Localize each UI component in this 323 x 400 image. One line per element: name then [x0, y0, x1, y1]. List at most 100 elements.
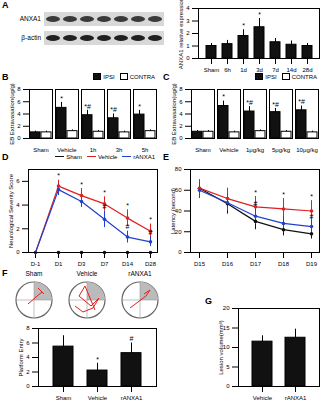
svg-text:*#: *#: [110, 106, 117, 113]
svg-text:D3: D3: [78, 261, 86, 267]
svg-text:*: *: [80, 181, 83, 188]
svg-text:D15: D15: [194, 261, 206, 267]
svg-text:0: 0: [186, 55, 190, 61]
svg-text:Sham: Sham: [26, 270, 43, 277]
svg-text:2: 2: [17, 123, 21, 129]
svg-text:8: 8: [179, 86, 183, 92]
svg-text:2: 2: [16, 226, 20, 232]
svg-text:D-1: D-1: [31, 261, 41, 267]
svg-text:*: *: [222, 93, 225, 100]
svg-text:EB Extravasation(ug/g): EB Extravasation(ug/g): [9, 83, 15, 145]
svg-text:3: 3: [186, 18, 190, 24]
svg-text:5h: 5h: [142, 147, 149, 153]
svg-text:8: 8: [26, 325, 30, 331]
svg-text:1d: 1d: [240, 67, 247, 73]
svg-text:80: 80: [175, 166, 182, 172]
svg-text:#: #: [149, 229, 153, 236]
svg-text:rANXA1: rANXA1: [121, 395, 143, 400]
svg-text:4: 4: [16, 202, 20, 208]
svg-text:#: #: [103, 203, 107, 210]
svg-text:20: 20: [175, 229, 182, 235]
svg-text:*: *: [126, 202, 129, 209]
svg-text:*#: *#: [246, 99, 253, 106]
svg-text:3h: 3h: [116, 147, 123, 153]
svg-text:*: *: [60, 95, 63, 102]
svg-text:5: 5: [226, 364, 230, 370]
svg-text:4: 4: [17, 111, 21, 117]
svg-text:D18: D18: [278, 261, 290, 267]
svg-text:0: 0: [17, 135, 21, 141]
svg-text:*: *: [254, 189, 257, 196]
svg-text:β-actin: β-actin: [21, 34, 41, 42]
svg-text:Latency (second): Latency (second): [170, 188, 176, 234]
svg-text:14d: 14d: [286, 67, 296, 73]
svg-text:*: *: [310, 193, 313, 200]
svg-text:*: *: [282, 191, 285, 198]
svg-text:Vehicle: Vehicle: [88, 395, 108, 400]
svg-text:EB Extravasation(ug/g): EB Extravasation(ug/g): [171, 83, 177, 145]
svg-text:D7: D7: [101, 261, 109, 267]
svg-text:6: 6: [179, 99, 183, 105]
svg-text:*#: *#: [298, 98, 305, 105]
svg-text:Vehicle: Vehicle: [219, 147, 239, 153]
svg-text:1: 1: [186, 43, 190, 49]
svg-text:6: 6: [16, 178, 20, 184]
svg-text:4: 4: [186, 5, 190, 11]
svg-text:28d: 28d: [302, 67, 312, 73]
svg-text:5μg/kg: 5μg/kg: [272, 147, 290, 153]
svg-text:*: *: [149, 216, 152, 223]
svg-text:*#: *#: [272, 101, 279, 108]
svg-text:*: *: [242, 22, 245, 29]
svg-text:Sham: Sham: [33, 147, 49, 153]
svg-text:Vehicle: Vehicle: [77, 270, 98, 277]
svg-text:0: 0: [178, 249, 182, 255]
svg-text:0: 0: [26, 383, 30, 389]
svg-text:*: *: [57, 172, 60, 179]
svg-text:60: 60: [175, 187, 182, 193]
svg-text:2: 2: [26, 369, 30, 375]
svg-text:Vehicle: Vehicle: [57, 147, 77, 153]
svg-text:Vehicle: Vehicle: [253, 395, 273, 400]
svg-text:Sham: Sham: [56, 395, 72, 400]
svg-text:D16: D16: [222, 261, 234, 267]
svg-text:10μg/kg: 10μg/kg: [296, 147, 317, 153]
svg-text:40: 40: [175, 208, 182, 214]
svg-text:ANXA1: ANXA1: [20, 15, 42, 22]
svg-text:15: 15: [223, 325, 230, 331]
svg-text:Sham: Sham: [195, 147, 211, 153]
svg-text:D28: D28: [145, 261, 157, 267]
svg-text:Platform Entry: Platform Entry: [18, 338, 24, 376]
svg-text:rANXA1: rANXA1: [285, 395, 307, 400]
svg-text:2: 2: [179, 123, 183, 129]
svg-text:8: 8: [17, 86, 21, 92]
svg-text:4: 4: [26, 354, 30, 360]
svg-text:0: 0: [16, 249, 20, 255]
svg-text:Lesion volume(mm³): Lesion volume(mm³): [218, 320, 224, 375]
svg-text:1μg/kg: 1μg/kg: [246, 147, 264, 153]
svg-text:0: 0: [179, 135, 183, 141]
svg-text:6: 6: [26, 340, 30, 346]
svg-text:7d: 7d: [272, 67, 279, 73]
svg-text:3d: 3d: [256, 67, 263, 73]
svg-text:ANXA1 relative expression: ANXA1 relative expression: [178, 0, 184, 69]
svg-text:4: 4: [179, 111, 183, 117]
svg-text:0: 0: [226, 383, 230, 389]
svg-text:1h: 1h: [90, 147, 97, 153]
svg-text:D14: D14: [122, 261, 134, 267]
svg-text:*: *: [103, 189, 106, 196]
svg-text:rANXA1: rANXA1: [128, 270, 152, 277]
svg-text:*: *: [138, 103, 141, 110]
svg-text:D17: D17: [250, 261, 262, 267]
svg-text:#: #: [126, 223, 130, 230]
svg-text:*#: *#: [84, 103, 91, 110]
svg-text:2: 2: [186, 30, 190, 36]
svg-text:Neurological Severity Score: Neurological Severity Score: [8, 173, 14, 248]
svg-text:20: 20: [223, 305, 230, 311]
svg-text:D19: D19: [306, 261, 318, 267]
svg-text:10: 10: [223, 344, 230, 350]
svg-text:*: *: [96, 356, 99, 363]
svg-text:D1: D1: [55, 261, 63, 267]
svg-text:6h: 6h: [224, 67, 231, 73]
svg-text:#: #: [254, 200, 258, 207]
svg-text:*: *: [258, 11, 261, 18]
